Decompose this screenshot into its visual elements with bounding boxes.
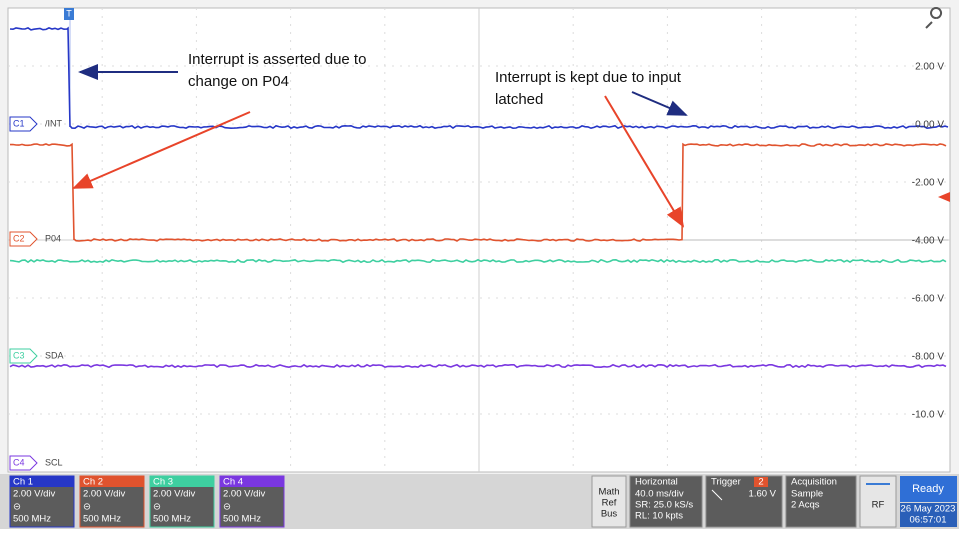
channel-bandwidth: 500 MHz	[223, 514, 261, 525]
status-time: 06:57:01	[910, 515, 947, 526]
channel-bandwidth: 500 MHz	[153, 514, 191, 525]
coupling-icon: ⊝	[223, 502, 231, 513]
annotation: Interrupt is kept due to input	[495, 69, 682, 86]
channel-scale: 2.00 V/div	[83, 489, 125, 500]
channel-id: C1	[13, 118, 25, 128]
channel-label: P04	[45, 233, 61, 243]
scale-label: -8.00 V	[912, 352, 945, 363]
acquisition-value: Sample	[791, 489, 823, 500]
channel-bandwidth: 500 MHz	[13, 514, 51, 525]
annotation: Interrupt is asserted due to	[188, 51, 366, 68]
horizontal-value: RL: 10 kpts	[635, 511, 683, 522]
scale-label: -2.00 V	[912, 178, 945, 189]
status-state: Ready	[912, 483, 944, 495]
channel-name: Ch 3	[153, 477, 173, 488]
rf-label: RF	[872, 500, 885, 511]
channel-id: C2	[13, 233, 25, 243]
channel-id: C4	[13, 457, 25, 467]
coupling-icon: ⊝	[13, 502, 21, 513]
channel-scale: 2.00 V/div	[13, 489, 55, 500]
math-ref-bus-label: Math	[598, 487, 619, 498]
oscilloscope-screen: T 2.00 V 0.00 V -2.00 V -4.00 V -6.00 V -8.00…	[0, 0, 959, 529]
scale-label: -6.00 V	[912, 294, 945, 305]
coupling-icon: ⊝	[83, 502, 91, 513]
channel-label: /INT	[45, 118, 63, 128]
horizontal-value: SR: 25.0 kS/s	[635, 500, 693, 511]
math-ref-bus-label: Ref	[602, 498, 617, 509]
channel-label: SCL	[45, 457, 63, 467]
acquisition-value: 2 Acqs	[791, 500, 820, 511]
trigger-level: 1.60 V	[749, 489, 777, 500]
channel-scale: 2.00 V/div	[153, 489, 195, 500]
math-ref-bus-label: Bus	[601, 509, 618, 520]
channel-bandwidth: 500 MHz	[83, 514, 121, 525]
channel-label: SDA	[45, 350, 64, 360]
annotation: change on P04	[188, 73, 289, 90]
annotation: latched	[495, 91, 543, 108]
acquisition-title: Acquisition	[791, 477, 837, 488]
horizontal-value: 40.0 ms/div	[635, 489, 684, 500]
trigger-title: Trigger	[711, 477, 741, 488]
coupling-icon: ⊝	[153, 502, 161, 513]
trigger-source: 2	[758, 477, 763, 488]
status-date: 26 May 2023	[901, 504, 956, 515]
horizontal-title: Horizontal	[635, 477, 678, 488]
channel-name: Ch 2	[83, 477, 103, 488]
scale-label: 2.00 V	[915, 62, 944, 73]
scale-label: -10.0 V	[912, 410, 945, 421]
page: {"trigger_marker":"T", "scale_labels":["…	[0, 0, 959, 529]
trigger-marker: T	[66, 8, 72, 18]
channel-name: Ch 1	[13, 477, 33, 488]
channel-name: Ch 4	[223, 477, 243, 488]
scale-label: -4.00 V	[912, 236, 945, 247]
channel-id: C3	[13, 350, 25, 360]
channel-scale: 2.00 V/div	[223, 489, 265, 500]
scale-label: 0.00 V	[915, 120, 944, 131]
